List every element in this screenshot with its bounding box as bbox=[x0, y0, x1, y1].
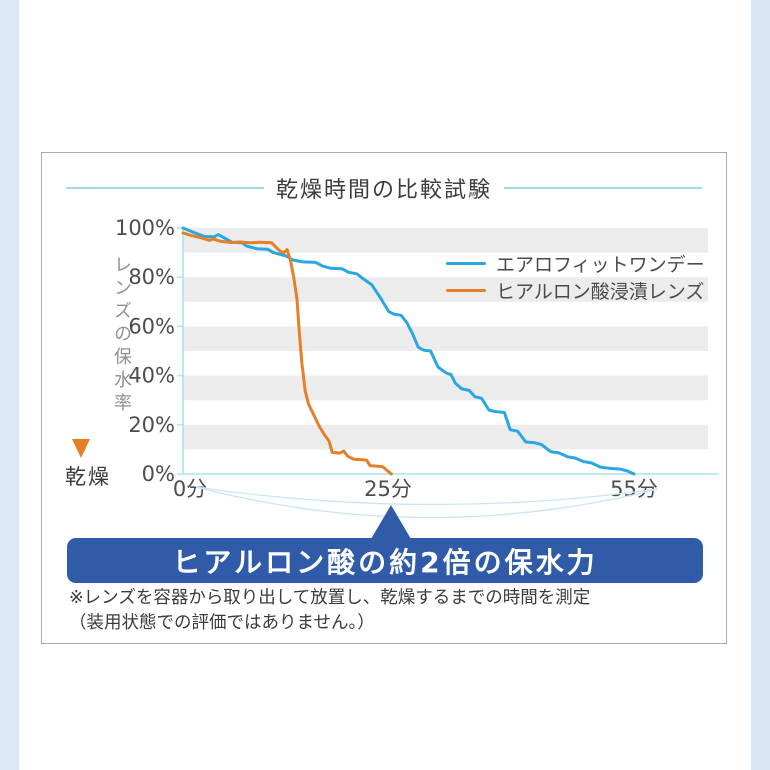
legend-label-aerofit: エアロフィットワンデー bbox=[496, 254, 705, 276]
footnote-line-1: ※レンズを容器から取り出して放置し、乾燥するまでの時間を測定 bbox=[69, 588, 591, 608]
grid-band bbox=[183, 326, 708, 351]
banner-text: ヒアルロン酸の約2倍の保水力 bbox=[172, 545, 598, 579]
y-axis-retention-label: レンズの保水率 bbox=[111, 255, 132, 416]
y-tick-label: 20% bbox=[128, 413, 175, 437]
grid-band bbox=[183, 424, 708, 450]
footnote: ※レンズを容器から取り出して放置し、乾燥するまでの時間を測定 （装用状態での評価… bbox=[69, 586, 590, 636]
x-tick-label: 25分 bbox=[364, 477, 412, 501]
dry-label: 乾燥 bbox=[65, 465, 111, 489]
highlight-banner: ヒアルロン酸の約2倍の保水力 bbox=[67, 538, 703, 583]
y-tick-label: 60% bbox=[128, 314, 175, 338]
title-rule-left bbox=[66, 187, 264, 189]
dry-arrow-head bbox=[72, 439, 90, 458]
footnote-line-2: （装用状態での評価ではありません。） bbox=[69, 613, 375, 633]
legend-item-hyaluron: ヒアルロン酸浸漬レンズ bbox=[446, 280, 705, 303]
axis-tick-labels: 100%80%60%40%20%0%0分 25分 55分 bbox=[115, 216, 658, 501]
x-tick-label: 55分 bbox=[610, 477, 658, 501]
plot-bands bbox=[183, 228, 708, 450]
comparison-chart-card: 乾燥時間の比較試験 100% 80% 60% 40% 20% 0% 0分 25分 55分 エアロ… bbox=[41, 152, 727, 644]
legend-swatch-aerofit bbox=[446, 262, 486, 265]
legend-swatch-hyaluron bbox=[446, 289, 486, 292]
legend-item-aerofit: エアロフィットワンデー bbox=[446, 253, 705, 276]
title-rule-right bbox=[504, 187, 703, 189]
series-lines bbox=[181, 226, 636, 476]
side-strip-left bbox=[0, 0, 19, 770]
grid-band bbox=[183, 228, 708, 253]
legend-label-hyaluron: ヒアルロン酸浸漬レンズ bbox=[496, 281, 705, 303]
banner-pointer-triangle bbox=[371, 505, 411, 539]
y-tick-label: 40% bbox=[128, 364, 175, 388]
timespan-arc-upper bbox=[195, 486, 659, 506]
grid-band bbox=[183, 375, 708, 401]
y-tick-label: 0% bbox=[142, 462, 175, 486]
chart-title: 乾燥時間の比較試験 bbox=[276, 178, 493, 203]
timespan-arc-lower bbox=[195, 486, 659, 519]
grid-band bbox=[183, 277, 708, 302]
plot-axes bbox=[177, 227, 719, 475]
comparison-line-chart: 100%80%60%40%20%0%0分 25分 55分 bbox=[72, 216, 719, 539]
series-line-hyaluron bbox=[181, 231, 393, 476]
title-row: 乾燥時間の比較試験 bbox=[42, 173, 726, 203]
y-tick-label: 100% bbox=[115, 216, 175, 240]
series-line-aerofit bbox=[181, 226, 636, 476]
legend: エアロフィットワンデー ヒアルロン酸浸漬レンズ bbox=[446, 253, 705, 303]
y-tick-label: 80% bbox=[128, 265, 175, 289]
side-strip-right bbox=[751, 0, 770, 770]
